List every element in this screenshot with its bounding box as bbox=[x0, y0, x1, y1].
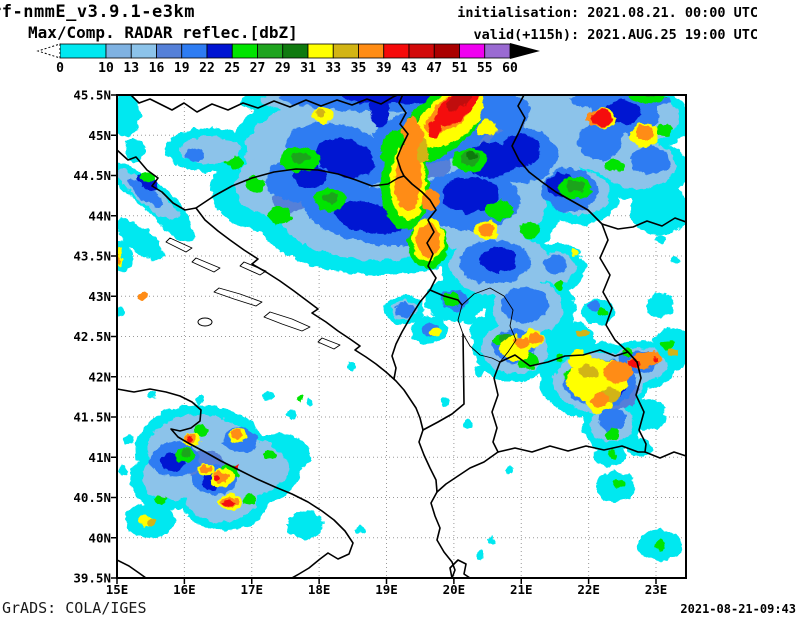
albania-greece-border bbox=[436, 451, 499, 493]
colorbar-segment bbox=[383, 43, 410, 59]
colorbar-tick-label: 60 bbox=[502, 61, 518, 76]
colorbar-tick-label: 10 bbox=[98, 61, 114, 76]
model-title: rf-nmmE_v3.9.1-e3km bbox=[0, 2, 195, 22]
bulgaria-greece-border bbox=[644, 451, 686, 459]
initialisation-time-label: initialisation: 2021.08.21. 00:00 UTC bbox=[457, 5, 758, 21]
colorbar-segment bbox=[59, 43, 107, 59]
italy-adriatic-coastline bbox=[117, 388, 354, 578]
colorbar-segment bbox=[332, 43, 359, 59]
lat-tick-label: 42N bbox=[88, 369, 111, 384]
island-outline bbox=[197, 317, 213, 327]
montenegro-border bbox=[391, 289, 431, 380]
colorbar-tick-label: 25 bbox=[224, 61, 240, 76]
colorbar-tick-label: 39 bbox=[376, 61, 392, 76]
lat-tick-label: 39.5N bbox=[73, 571, 111, 586]
creation-timestamp: 2021-08-21-09:43 bbox=[680, 602, 796, 616]
hungary-croatia-border bbox=[130, 95, 400, 113]
colorbar-segment bbox=[408, 43, 435, 59]
lon-tick-label: 22E bbox=[577, 582, 600, 597]
colorbar-tick-label: 27 bbox=[250, 61, 266, 76]
colorbar-segment bbox=[484, 43, 511, 59]
colorbar-tick-label: 29 bbox=[275, 61, 291, 76]
grads-credit: GrADS: COLA/IGES bbox=[2, 599, 147, 617]
albania-macedonia-border bbox=[491, 361, 501, 453]
lat-tick-label: 40.5N bbox=[73, 490, 111, 505]
lat-tick-label: 40N bbox=[88, 530, 111, 545]
colorbar-segment bbox=[307, 43, 334, 59]
macedonia-bulgaria-border bbox=[635, 361, 647, 453]
colorbar-segment bbox=[459, 43, 486, 59]
colorbar-segment bbox=[282, 43, 309, 59]
colorbar-tick-label: 51 bbox=[452, 61, 468, 76]
dalmatian-islands bbox=[165, 237, 341, 350]
colorbar-tick-label: 0 bbox=[56, 61, 64, 76]
coastlines-and-borders bbox=[117, 95, 686, 578]
italy-tyrrhenian-coastline bbox=[117, 559, 147, 578]
lon-tick-label: 15E bbox=[106, 582, 129, 597]
colorbar-tick-label: 47 bbox=[426, 61, 442, 76]
serbia-romania-danube-border bbox=[511, 95, 686, 230]
colorbar-segment bbox=[181, 43, 208, 59]
colorbar-segment bbox=[206, 43, 233, 59]
lat-tick-label: 44N bbox=[88, 208, 111, 223]
lon-tick-label: 17E bbox=[240, 582, 263, 597]
radar-layer-darkred bbox=[447, 95, 473, 111]
danube-drina-serbia-border bbox=[396, 95, 437, 291]
colorbar-segment bbox=[156, 43, 183, 59]
lat-tick-label: 44.5N bbox=[73, 168, 111, 183]
lon-tick-label: 19E bbox=[375, 582, 398, 597]
macedonia-greece-border bbox=[497, 445, 646, 453]
serbia-macedonia-border bbox=[499, 349, 638, 367]
greece-coast-bay bbox=[449, 559, 471, 578]
colorbar-tick-label: 35 bbox=[351, 61, 367, 76]
serbia-bulgaria-border bbox=[599, 223, 638, 363]
axis-labels: 15E 16E 17E 18E 19E 20E 21E 22E 23E 45.5N 45N 44.5N… bbox=[73, 88, 667, 598]
lat-tick-label: 45N bbox=[88, 128, 111, 143]
radar-field bbox=[117, 95, 686, 561]
lat-tick-label: 41.5N bbox=[73, 410, 111, 425]
colorbar-segment bbox=[231, 43, 258, 59]
colorbar-tick-label: 43 bbox=[401, 61, 417, 76]
lat-tick-label: 41N bbox=[88, 450, 111, 465]
colorbar-tick-label: 19 bbox=[174, 61, 190, 76]
colorbar-segment bbox=[130, 43, 157, 59]
colorbar-segment bbox=[105, 43, 132, 59]
lon-tick-label: 20E bbox=[443, 582, 466, 597]
colorbar-tick-label: 55 bbox=[477, 61, 493, 76]
colorbar-tick-label: 31 bbox=[300, 61, 316, 76]
colorbar-tick-label: 16 bbox=[149, 61, 165, 76]
colorbar-tick-label: 22 bbox=[199, 61, 215, 76]
lat-tick-label: 45.5N bbox=[73, 88, 111, 103]
lon-tick-label: 21E bbox=[510, 582, 533, 597]
colorbar-above-range-arrow bbox=[510, 43, 540, 59]
lat-tick-label: 42.5N bbox=[73, 329, 111, 344]
albania-montenegro-border bbox=[422, 333, 465, 431]
colorbar-tick-label: 33 bbox=[325, 61, 341, 76]
colorbar-below-range-arrow bbox=[36, 43, 61, 59]
colorbar-segment bbox=[358, 43, 385, 59]
lon-tick-label: 16E bbox=[173, 582, 196, 597]
lat-tick-label: 43N bbox=[88, 289, 111, 304]
colorbar-segment bbox=[433, 43, 460, 59]
serbia-kosovo-link-border bbox=[429, 289, 463, 306]
kosovo-border bbox=[457, 287, 517, 363]
sava-bosnia-north-border bbox=[195, 168, 405, 209]
lat-tick-label: 43.5N bbox=[73, 249, 111, 264]
colorbar-tick-label: 13 bbox=[123, 61, 139, 76]
product-title: Max/Comp. RADAR reflec.[dbZ] bbox=[28, 23, 298, 42]
lon-tick-label: 18E bbox=[308, 582, 331, 597]
colorbar-segment bbox=[257, 43, 284, 59]
valid-time-label: valid(+115h): 2021.AUG.25 19:00 UTC bbox=[473, 27, 758, 43]
lon-tick-label: 23E bbox=[645, 582, 668, 597]
colorbar: 0 10 13 16 19 22 25 27 29 31 33 35 39 43 47 51 55 60 bbox=[36, 43, 540, 76]
